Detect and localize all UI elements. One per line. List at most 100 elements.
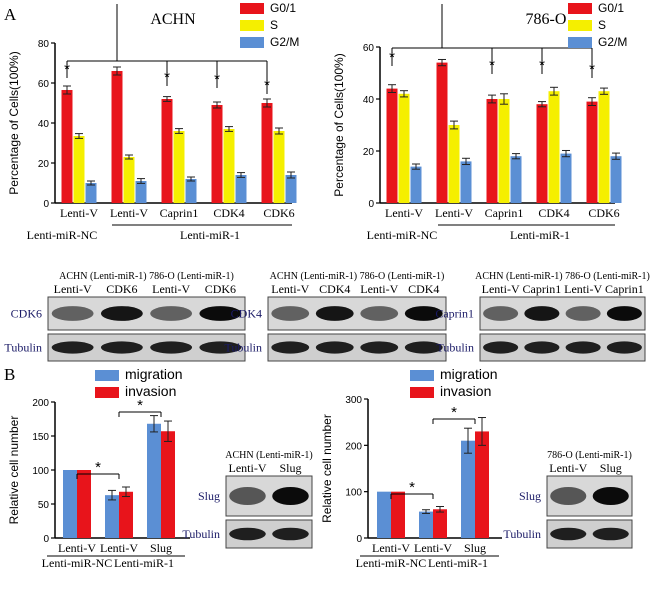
- blot-lane-label: Slug: [600, 461, 622, 475]
- bar-g2m: [285, 175, 297, 203]
- significance-star: *: [214, 71, 220, 88]
- blot-lane-label: Lenti-V: [271, 282, 309, 296]
- bar-invasion: [391, 491, 405, 538]
- category-label: Caprin1: [485, 206, 524, 220]
- y-tick-label: 0: [368, 199, 374, 210]
- category-label: CDK6: [588, 206, 619, 220]
- blot-band: [272, 487, 309, 505]
- significance-star: *: [389, 49, 395, 66]
- bar-g01: [386, 88, 398, 203]
- legend-swatch-s: [240, 20, 264, 31]
- category-label: Lenti-V: [435, 206, 473, 220]
- group-label-nc: Lenti-miR-NC: [27, 228, 98, 242]
- y-axis-label: Percentage of Cells(100%): [332, 53, 346, 196]
- western-blot-blots_a-2: ACHN (Lenti-miR-1) 786-O (Lenti-miR-1)Le…: [224, 271, 447, 362]
- western-blot-blots_a-3: ACHN (Lenti-miR-1) 786-O (Lenti-miR-1)Le…: [435, 271, 650, 362]
- blot-header: 786-O (Lenti-miR-1): [547, 450, 632, 461]
- blot-band: [592, 487, 629, 505]
- blot-target-label: CDK4: [231, 307, 262, 321]
- blot-band: [315, 306, 354, 321]
- category-label: Lenti-V: [58, 541, 96, 555]
- bar-migration: [105, 495, 119, 538]
- legend-label-invasion: invasion: [440, 383, 491, 399]
- y-tick-label: 100: [345, 488, 362, 499]
- y-tick-label: 80: [38, 39, 50, 50]
- legend-swatch-invasion: [410, 387, 434, 398]
- bar-invasion: [475, 431, 489, 538]
- group-label-nc: Lenti-miR-NC: [367, 228, 438, 242]
- blot-target-label: Slug: [519, 489, 541, 503]
- significance-brackets: * * Lenti-miR-NC Lenti-miR-1: [356, 404, 499, 570]
- group-label-mir1: Lenti-miR-1: [510, 228, 570, 242]
- blot-loading-label: Tubulin: [224, 341, 262, 355]
- blot-band: [229, 487, 266, 505]
- blot-band: [483, 341, 519, 354]
- category-label: Lenti-V: [100, 541, 138, 555]
- western-blot-blots_b-2: 786-O (Lenti-miR-1)Lenti-V Slug Slug Tubuli…: [503, 450, 633, 549]
- blot-header: ACHN (Lenti-miR-1) 786-O (Lenti-miR-1): [270, 271, 445, 282]
- bar-g01: [586, 101, 598, 203]
- category-label: Slug: [464, 541, 486, 555]
- chart-3: 0 50 100 150 200 Relative cell number Lenti-V L…: [7, 398, 190, 555]
- y-tick-label: 40: [363, 95, 375, 106]
- y-tick-label: 0: [356, 534, 362, 545]
- blot-band: [150, 306, 193, 321]
- legend-label-s: S: [270, 18, 278, 32]
- blot-band: [606, 341, 642, 354]
- y-tick-label: 60: [363, 43, 375, 54]
- y-tick-label: 60: [38, 79, 50, 90]
- bar-invasion: [433, 509, 447, 538]
- legend-swatch-migration: [95, 370, 119, 381]
- bar-s: [173, 131, 185, 203]
- bar-migration: [461, 440, 475, 538]
- bar-s: [448, 125, 460, 203]
- bar-g2m: [185, 179, 197, 203]
- bar-g2m: [135, 181, 147, 203]
- category-label: Caprin1: [160, 206, 199, 220]
- significance-star: *: [95, 459, 101, 476]
- bar-g2m: [560, 153, 572, 203]
- y-axis-label: Percentage of Cells(100%): [7, 51, 21, 194]
- legend-swatch-g2m: [568, 37, 592, 48]
- bar-g2m: [460, 161, 472, 203]
- blot-lane-label: Lenti-V: [229, 461, 267, 475]
- category-label: Lenti-V: [110, 206, 148, 220]
- significance-star: *: [264, 77, 270, 94]
- blot-band: [524, 306, 560, 321]
- group-label-nc: Lenti-miR-NC: [356, 556, 427, 570]
- bar-g2m: [410, 166, 422, 203]
- blot-loading-label: Tubulin: [4, 341, 42, 355]
- legend-swatch-g01: [240, 3, 264, 14]
- blot-lane-label: Slug: [279, 461, 301, 475]
- bar-invasion: [77, 470, 91, 538]
- y-tick-label: 40: [38, 119, 50, 130]
- significance-star: *: [137, 397, 143, 414]
- y-tick-label: 0: [43, 534, 49, 545]
- blot-header: ACHN (Lenti-miR-1): [225, 450, 313, 461]
- significance-brackets: * * Lenti-miR-NC Lenti-miR-1: [42, 397, 185, 570]
- group-label-mir1: Lenti-miR-1: [114, 556, 174, 570]
- blot-header: ACHN (Lenti-miR-1) 786-O (Lenti-miR-1): [475, 271, 650, 282]
- blot-loading-label: Tubulin: [503, 527, 541, 541]
- blot-lane-label: Lenti-V: [360, 282, 398, 296]
- panel-label-b: B: [4, 365, 15, 384]
- bar-g01: [211, 105, 223, 203]
- category-label: CDK6: [263, 206, 294, 220]
- blot-band: [150, 341, 193, 354]
- blot-band: [272, 527, 309, 541]
- bar-g01: [61, 90, 73, 203]
- legend-label-s: S: [598, 18, 606, 32]
- blot-band: [404, 341, 443, 354]
- significance-star: *: [539, 57, 545, 74]
- blot-band: [565, 341, 601, 354]
- blot-band: [315, 341, 354, 354]
- significance-brackets: * * * *: [64, 4, 270, 94]
- bar-migration: [147, 423, 161, 538]
- legend: G0/1 S G2/M: [568, 1, 627, 49]
- blot-lane-label: Lenti-V: [564, 282, 602, 296]
- significance-brackets: * * * *: [389, 4, 595, 78]
- blot-band: [229, 527, 266, 541]
- blot-loading-label: Tubulin: [436, 341, 474, 355]
